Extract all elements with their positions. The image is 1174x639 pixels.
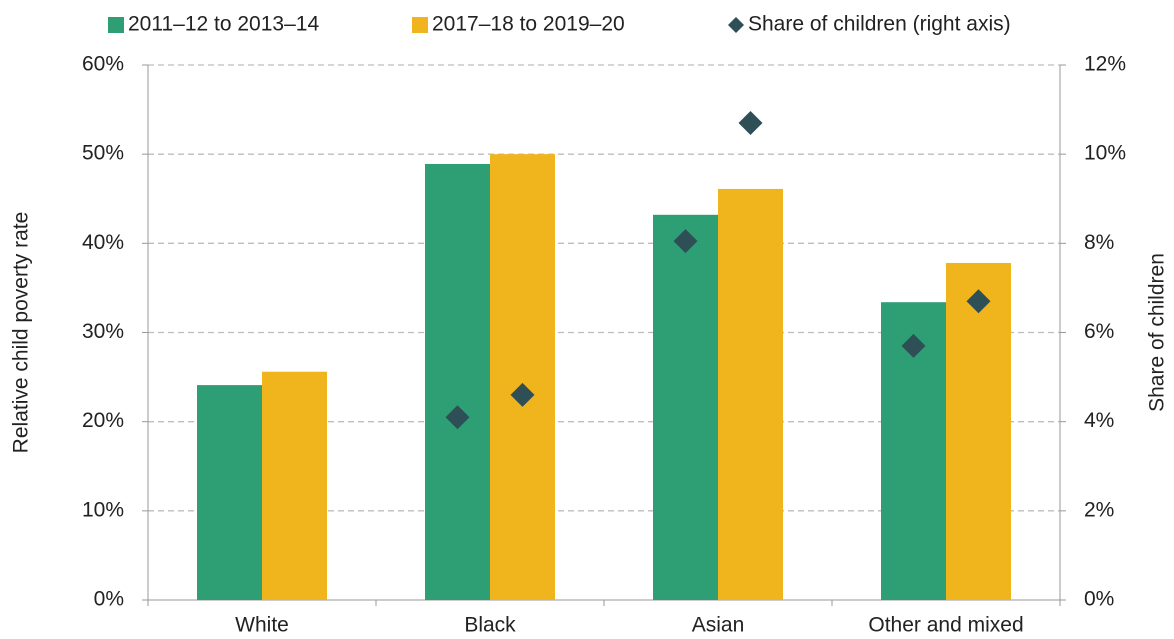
y2-tick-label: 4% bbox=[1084, 409, 1114, 432]
bar bbox=[425, 163, 490, 600]
y2-tick-label: 0% bbox=[1084, 588, 1114, 611]
y-tick-label: 50% bbox=[82, 142, 124, 165]
x-tick-label: White bbox=[235, 614, 289, 637]
bar bbox=[718, 188, 783, 601]
y-tick-label: 40% bbox=[82, 231, 124, 254]
y-tick-label: 10% bbox=[82, 498, 124, 521]
y2-tick-label: 6% bbox=[1084, 320, 1114, 343]
legend-marker bbox=[728, 17, 744, 33]
y-tick-label: 0% bbox=[94, 588, 124, 611]
y-axis-title: Relative child poverty rate bbox=[10, 212, 33, 454]
y-tick-label: 60% bbox=[82, 53, 124, 76]
legend-label: 2017–18 to 2019–20 bbox=[432, 13, 625, 36]
bar bbox=[946, 262, 1011, 600]
marker bbox=[673, 229, 698, 254]
x-tick-label: Asian bbox=[692, 614, 745, 637]
y2-tick-label: 12% bbox=[1084, 53, 1126, 76]
marker bbox=[738, 110, 763, 135]
legend-swatch bbox=[108, 17, 124, 33]
y-tick-label: 20% bbox=[82, 409, 124, 432]
legend-label: Share of children (right axis) bbox=[748, 13, 1011, 36]
bar bbox=[490, 154, 555, 600]
x-tick-label: Black bbox=[464, 614, 516, 637]
bar bbox=[653, 214, 718, 601]
marker bbox=[510, 382, 535, 407]
y2-axis-title: Share of children bbox=[1146, 253, 1169, 412]
y2-tick-label: 8% bbox=[1084, 231, 1114, 254]
x-tick-label: Other and mixed bbox=[868, 614, 1023, 637]
bar bbox=[262, 371, 327, 600]
marker bbox=[445, 405, 470, 430]
legend-label: 2011–12 to 2013–14 bbox=[128, 13, 319, 36]
marker bbox=[901, 333, 926, 358]
marker bbox=[966, 289, 991, 314]
legend-swatch bbox=[412, 17, 428, 33]
y-tick-label: 30% bbox=[82, 320, 124, 343]
bar bbox=[197, 385, 262, 600]
y2-tick-label: 2% bbox=[1084, 498, 1114, 521]
y2-tick-label: 10% bbox=[1084, 142, 1126, 165]
